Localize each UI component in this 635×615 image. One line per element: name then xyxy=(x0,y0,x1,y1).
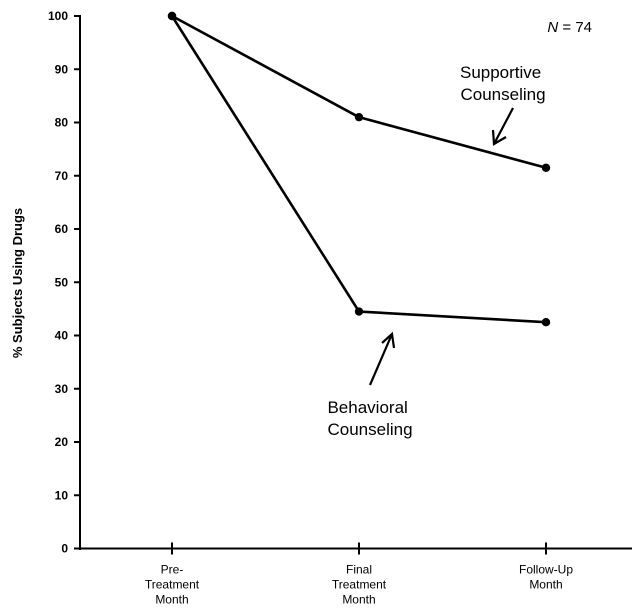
svg-text:Supportive Counseling: Supportive Counseling xyxy=(460,63,546,104)
x-tick-label-line: Pre- xyxy=(161,563,184,577)
x-tick-label-line: Treatment xyxy=(332,578,387,592)
data-point-supportive-counseling xyxy=(541,163,551,172)
y-tick-label: 40 xyxy=(55,329,69,343)
x-tick-label-line: Month xyxy=(155,593,188,607)
annotation-supportive-line-1: Supportive xyxy=(460,63,541,82)
series-line-behavioral-counseling xyxy=(170,15,547,324)
annotation-supportive-arrow xyxy=(493,107,514,145)
y-tick-label: 90 xyxy=(55,62,69,76)
sample-size-label: N = 74 xyxy=(547,19,592,36)
annotation-behavioral-arrow xyxy=(368,333,394,386)
y-tick-label: 10 xyxy=(55,488,69,502)
x-tick-label: Final Treatment Month xyxy=(332,563,387,607)
data-point-behavioral-counseling xyxy=(354,307,364,316)
y-tick-label: 30 xyxy=(55,382,69,396)
y-tick-label: 80 xyxy=(55,116,69,130)
annotation-supportive-line-2: Counseling xyxy=(460,85,545,104)
y-tick-label: 70 xyxy=(55,169,69,183)
annotation-supportive-arrowhead xyxy=(491,129,507,146)
annotation-supportive: Supportive Counseling xyxy=(460,63,546,146)
series-group xyxy=(167,11,551,327)
y-ticks: 0 10 20 30 40 50 60 70 80 90 100 xyxy=(48,9,80,556)
y-tick-label: 20 xyxy=(55,435,69,449)
x-tick-label-line: Final xyxy=(346,563,372,577)
y-axis-label: % Subjects Using Drugs xyxy=(10,208,25,358)
data-point-behavioral-counseling xyxy=(167,11,177,21)
annotation-behavioral-line-1: Behavioral xyxy=(327,398,407,417)
x-tick-label-line: Month xyxy=(342,593,375,607)
data-point-supportive-counseling xyxy=(354,112,364,122)
y-tick-label: 50 xyxy=(55,275,69,289)
y-tick-label: 60 xyxy=(55,222,69,236)
annotation-behavioral-arrowhead xyxy=(381,331,396,349)
x-tick-label-line: Follow-Up xyxy=(519,563,573,577)
x-tick-label-line: Treatment xyxy=(145,578,200,592)
y-tick-label: 100 xyxy=(48,9,68,23)
sample-size-value: = 74 xyxy=(558,19,592,36)
x-tick-label: Follow-Up Month xyxy=(519,563,573,592)
y-tick-label: 0 xyxy=(61,542,68,556)
sample-size-variable: N xyxy=(547,19,558,36)
annotation-behavioral: Behavioral Counseling xyxy=(327,331,413,439)
annotation-behavioral-line-2: Counseling xyxy=(327,420,412,439)
x-tick-label: Pre-Treatment Month xyxy=(145,563,200,607)
x-tick-label-line: Month xyxy=(529,578,562,592)
svg-text:Behavioral Counseling: Behavioral Counseling xyxy=(327,398,412,439)
data-point-behavioral-counseling xyxy=(541,317,551,327)
